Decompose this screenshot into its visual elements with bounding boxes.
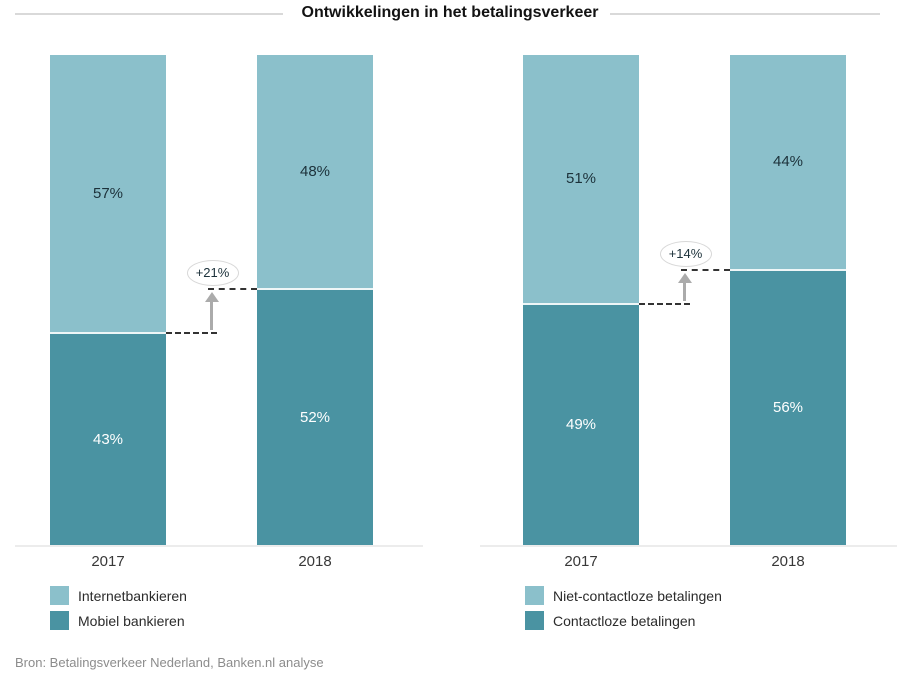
value-label: 44% bbox=[772, 153, 804, 171]
bar-2017: 57% 43% bbox=[50, 55, 166, 545]
legend-swatch-mobiel-bankieren bbox=[50, 611, 69, 630]
segment-contactloze-betalingen-2018: 56% bbox=[730, 270, 846, 545]
growth-arrow-up-icon bbox=[204, 292, 219, 303]
segment-internetbankieren-2018: 48% bbox=[257, 55, 373, 291]
legend-swatch-internetbankieren bbox=[50, 586, 69, 605]
legend-item: Mobiel bankieren bbox=[50, 611, 187, 630]
x-tick-label: 2017 bbox=[91, 553, 125, 570]
dashed-connector-high bbox=[207, 288, 257, 291]
dashed-connector-low bbox=[166, 332, 217, 335]
legend-label: Internetbankieren bbox=[78, 587, 187, 604]
bar-2017: 51% 49% bbox=[523, 55, 639, 545]
segment-contactloze-betalingen-2017: 49% bbox=[523, 304, 639, 545]
legend-label: Contactloze betalingen bbox=[553, 612, 696, 629]
source-note: Bron: Betalingsverkeer Nederland, Banken… bbox=[15, 655, 324, 670]
title-rule-left bbox=[15, 13, 283, 15]
page-title: Ontwikkelingen in het betalingsverkeer bbox=[301, 4, 599, 21]
legend: Internetbankieren Mobiel bankieren bbox=[50, 586, 187, 636]
legend-item: Internetbankieren bbox=[50, 586, 187, 605]
legend-swatch-contactloze-betalingen bbox=[525, 611, 544, 630]
x-axis-line bbox=[15, 545, 423, 547]
segment-internetbankieren-2017: 57% bbox=[50, 55, 166, 335]
value-label: 48% bbox=[299, 163, 331, 181]
x-tick-label: 2017 bbox=[564, 553, 598, 570]
legend-swatch-niet-contactloze-betalingen bbox=[525, 586, 544, 605]
legend-item: Niet-contactloze betalingen bbox=[525, 586, 722, 605]
dashed-connector-high bbox=[680, 268, 730, 271]
dashed-connector-low bbox=[639, 302, 690, 305]
legend: Niet-contactloze betalingen Contactloze … bbox=[525, 586, 722, 636]
value-label: 56% bbox=[772, 399, 804, 417]
x-tick-label: 2018 bbox=[771, 553, 805, 570]
title-rule-right bbox=[610, 13, 880, 15]
value-label: 43% bbox=[92, 431, 124, 449]
value-label: 49% bbox=[565, 416, 597, 434]
growth-arrow-shaft bbox=[210, 300, 213, 331]
x-tick-label: 2018 bbox=[298, 553, 332, 570]
x-axis-line bbox=[480, 545, 897, 547]
growth-badge: +21% bbox=[186, 260, 239, 287]
value-label: 51% bbox=[565, 170, 597, 188]
growth-arrow-shaft bbox=[683, 280, 686, 301]
segment-niet-contactloze-betalingen-2017: 51% bbox=[523, 55, 639, 305]
bar-2018: 48% 52% bbox=[257, 55, 373, 545]
growth-arrow-up-icon bbox=[677, 272, 692, 283]
bar-2018: 44% 56% bbox=[730, 55, 846, 545]
value-label: 52% bbox=[299, 409, 331, 427]
legend-item: Contactloze betalingen bbox=[525, 611, 722, 630]
growth-badge: +14% bbox=[659, 240, 712, 267]
segment-mobiel-bankieren-2017: 43% bbox=[50, 334, 166, 545]
value-label: 57% bbox=[92, 185, 124, 203]
legend-label: Mobiel bankieren bbox=[78, 612, 185, 629]
legend-label: Niet-contactloze betalingen bbox=[553, 587, 722, 604]
segment-mobiel-bankieren-2018: 52% bbox=[257, 290, 373, 545]
segment-niet-contactloze-betalingen-2018: 44% bbox=[730, 55, 846, 271]
